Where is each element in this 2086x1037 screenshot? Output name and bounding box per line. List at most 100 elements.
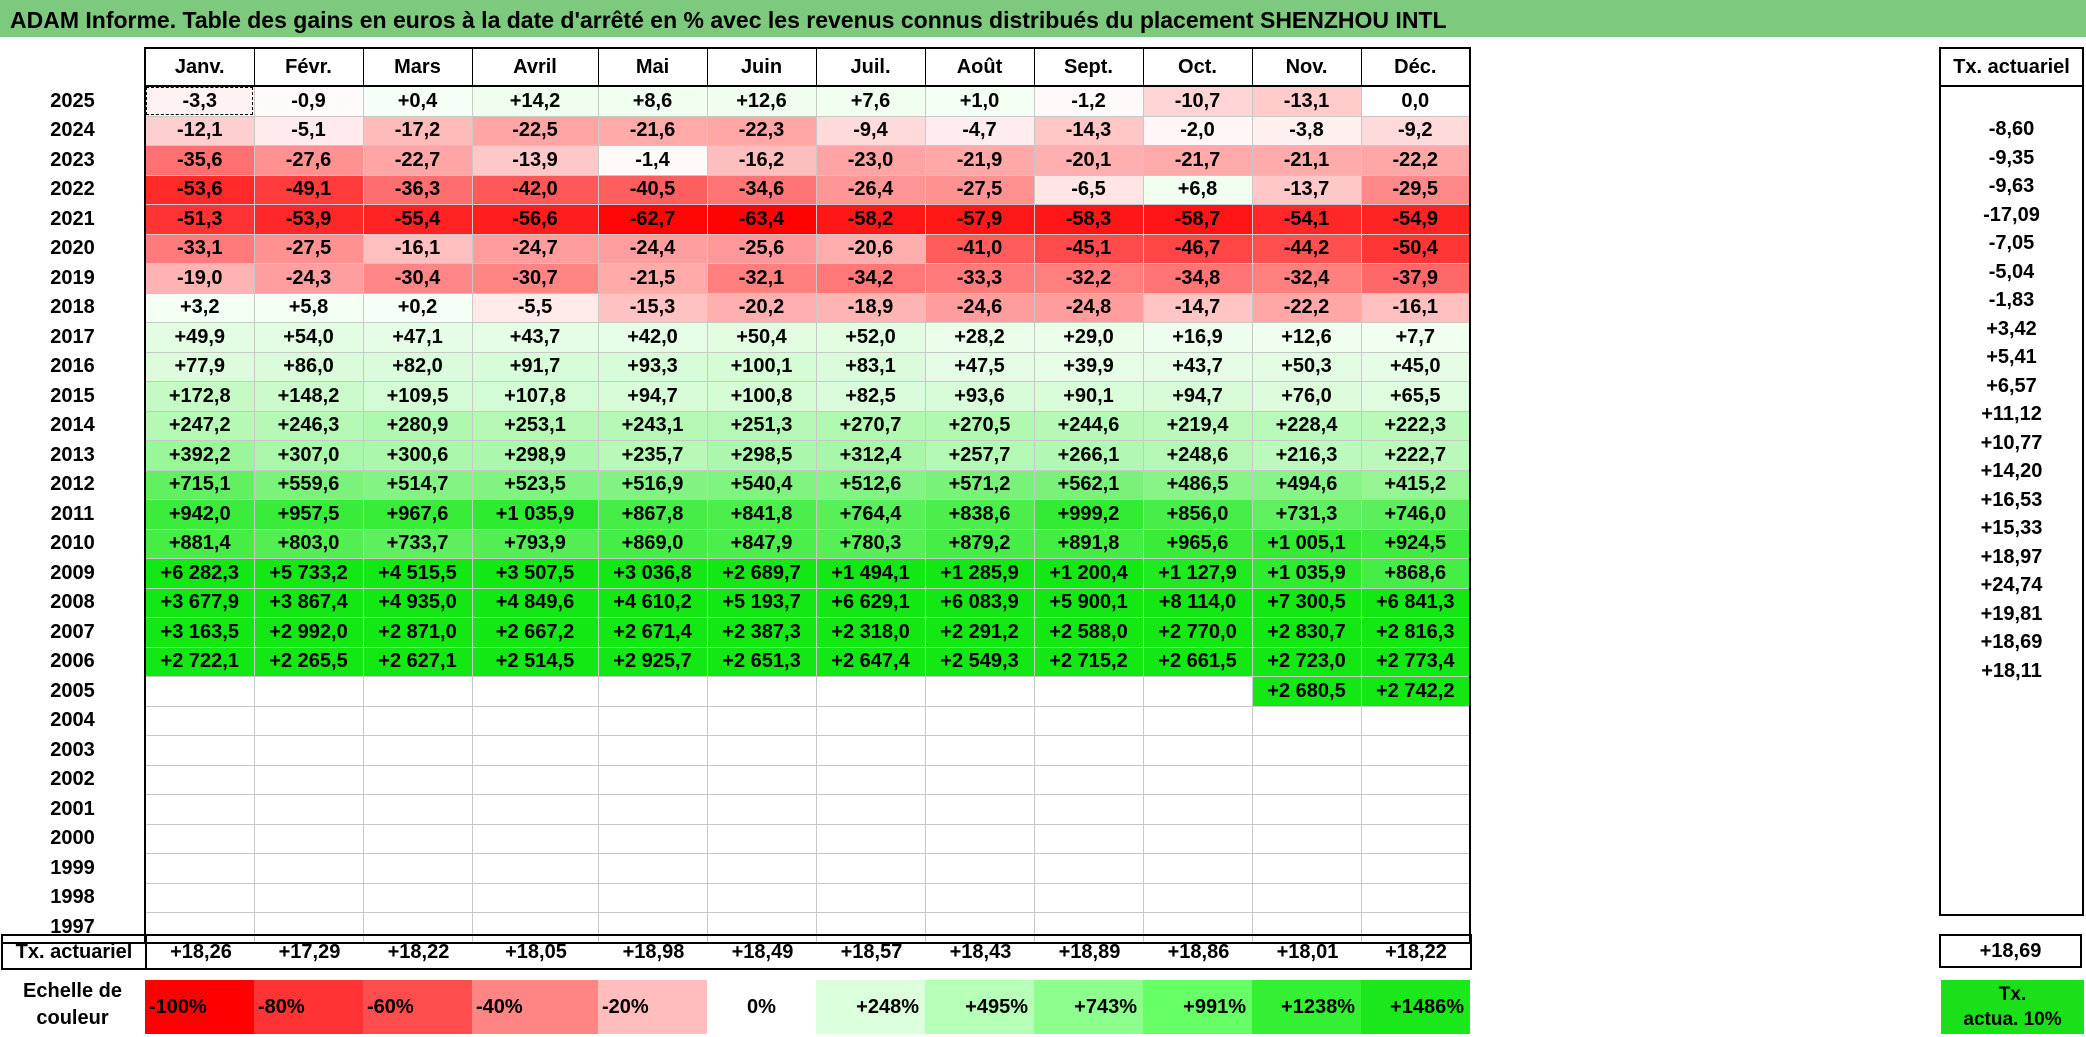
year-label: 2009 bbox=[50, 561, 95, 584]
value-cell: +516,9 bbox=[597, 469, 708, 500]
year-label: 2003 bbox=[50, 738, 95, 761]
value-cell: +298,5 bbox=[706, 440, 817, 471]
year-label: 2015 bbox=[50, 384, 95, 407]
value-cell: -20,2 bbox=[706, 292, 817, 323]
year-label: 1998 bbox=[50, 886, 95, 909]
legend-swatch: -20% bbox=[598, 980, 707, 1034]
legend-tx-line2: actua. 10% bbox=[1963, 1009, 2062, 1030]
table-row: 2023 -35,6 -27,6 -22,7 -13,9 -1,4 -16,2 -23,0 -2… bbox=[1, 145, 1471, 176]
value-cell: +12,6 bbox=[1251, 322, 1362, 353]
value-cell: -46,7 bbox=[1142, 233, 1253, 264]
value-cell: +2 773,4 bbox=[1360, 646, 1471, 677]
value-cell: +392,2 bbox=[144, 440, 255, 471]
value-cell: +715,1 bbox=[144, 469, 255, 500]
legend-swatch: +743% bbox=[1034, 980, 1143, 1034]
value-cell bbox=[1142, 764, 1253, 795]
month-header: Sept. bbox=[1033, 47, 1143, 87]
table-row: 2022 -53,6 -49,1 -36,3 -42,0 -40,5 -34,6 -26,4-… bbox=[1, 174, 1471, 205]
value-cell bbox=[1251, 764, 1362, 795]
value-cell bbox=[1251, 794, 1362, 825]
month-header: Janv. bbox=[144, 47, 254, 87]
value-cell: -29,5 bbox=[1360, 174, 1471, 205]
value-cell bbox=[1033, 794, 1144, 825]
value-cell: +222,3 bbox=[1360, 410, 1471, 441]
value-cell: -21,7 bbox=[1142, 145, 1253, 176]
tx-actuariel-cell: -9,63 bbox=[1939, 172, 2084, 201]
value-cell: +270,5 bbox=[924, 410, 1035, 441]
value-cell: -35,6 bbox=[144, 145, 255, 176]
value-cell: +2 667,2 bbox=[471, 617, 599, 648]
value-cell: -36,3 bbox=[362, 174, 473, 205]
tx-actuariel-cell: -1,83 bbox=[1939, 286, 2084, 315]
value-cell: -21,5 bbox=[597, 263, 708, 294]
value-cell: +7 300,5 bbox=[1251, 587, 1362, 618]
value-cell: +2 318,0 bbox=[815, 617, 926, 648]
value-cell: -53,9 bbox=[253, 204, 364, 235]
value-cell: +5 900,1 bbox=[1033, 587, 1144, 618]
value-cell: -22,3 bbox=[706, 115, 817, 146]
year-label: 2022 bbox=[50, 178, 95, 201]
value-cell bbox=[1142, 705, 1253, 736]
value-cell bbox=[815, 794, 926, 825]
year-label: 2011 bbox=[50, 502, 95, 525]
value-cell: -41,0 bbox=[924, 233, 1035, 264]
month-header: Mars bbox=[362, 47, 472, 87]
value-cell bbox=[1033, 882, 1144, 913]
value-cell: +42,0 bbox=[597, 322, 708, 353]
month-header: Juin bbox=[706, 47, 816, 87]
tx-actuariel-cell: +3,42 bbox=[1939, 315, 2084, 344]
value-cell: +2 816,3 bbox=[1360, 617, 1471, 648]
value-cell: -23,0 bbox=[815, 145, 926, 176]
value-cell: +924,5 bbox=[1360, 528, 1471, 559]
value-cell: +47,1 bbox=[362, 322, 473, 353]
value-cell: -14,3 bbox=[1033, 115, 1144, 146]
value-cell: +257,7 bbox=[924, 440, 1035, 471]
value-cell: -15,3 bbox=[597, 292, 708, 323]
value-cell: +2 671,4 bbox=[597, 617, 708, 648]
tx-actuariel-cell: -7,05 bbox=[1939, 229, 2084, 258]
gains-table: Janv. Févr. Mars Avril Mai Juin Juil. Août Sept.… bbox=[1, 47, 1471, 944]
tx-actuariel-cell: -5,04 bbox=[1939, 258, 2084, 287]
tx-actuariel-cell bbox=[1939, 856, 2084, 885]
value-cell bbox=[1142, 823, 1253, 854]
value-cell: +2 661,5 bbox=[1142, 646, 1253, 677]
value-cell bbox=[1033, 764, 1144, 795]
value-cell: +94,7 bbox=[1142, 381, 1253, 412]
year-label: 2007 bbox=[50, 620, 95, 643]
value-cell: -58,3 bbox=[1033, 204, 1144, 235]
value-cell bbox=[924, 794, 1035, 825]
value-cell: +4 935,0 bbox=[362, 587, 473, 618]
footer-value: +18,22 bbox=[364, 934, 473, 970]
value-cell: +6 083,9 bbox=[924, 587, 1035, 618]
value-cell: -22,2 bbox=[1251, 292, 1362, 323]
table-row: 2020 -33,1 -27,5 -16,1 -24,7 -24,4 -25,6 -20,6-… bbox=[1, 233, 1471, 264]
value-cell: -25,6 bbox=[706, 233, 817, 264]
table-row: 2018 +3,2 +5,8 +0,2 -5,5 -15,3 -20,2 -18,9 -24,6… bbox=[1, 292, 1471, 323]
value-cell: +2 742,2 bbox=[1360, 676, 1471, 707]
value-cell: +1 200,4 bbox=[1033, 558, 1144, 589]
value-cell bbox=[253, 764, 364, 795]
legend-label-line2: couleur bbox=[36, 1007, 109, 1029]
table-row: 2003 bbox=[1, 735, 1471, 766]
value-cell bbox=[1142, 853, 1253, 884]
value-cell: +1 035,9 bbox=[1251, 558, 1362, 589]
value-cell: +2 588,0 bbox=[1033, 617, 1144, 648]
tx-actuariel-cell: +24,74 bbox=[1939, 571, 2084, 600]
value-cell: +2 647,4 bbox=[815, 646, 926, 677]
value-cell bbox=[924, 823, 1035, 854]
month-header: Févr. bbox=[253, 47, 363, 87]
value-cell bbox=[706, 676, 817, 707]
value-cell: +1 035,9 bbox=[471, 499, 599, 530]
value-cell: +82,5 bbox=[815, 381, 926, 412]
value-cell: +29,0 bbox=[1033, 322, 1144, 353]
year-label: 1999 bbox=[50, 856, 95, 879]
value-cell: +12,6 bbox=[706, 85, 817, 117]
value-cell bbox=[1033, 853, 1144, 884]
value-cell: +5,8 bbox=[253, 292, 364, 323]
value-cell bbox=[253, 794, 364, 825]
value-cell: -5,5 bbox=[471, 292, 599, 323]
value-cell: +868,6 bbox=[1360, 558, 1471, 589]
value-cell: -54,9 bbox=[1360, 204, 1471, 235]
table-row: 2007 +3 163,5 +2 992,0 +2 871,0 +2 667,2 +2 6… bbox=[1, 617, 1471, 648]
table-row: 2017 +49,9 +54,0 +47,1 +43,7 +42,0 +50,4 +52,0 +… bbox=[1, 322, 1471, 353]
